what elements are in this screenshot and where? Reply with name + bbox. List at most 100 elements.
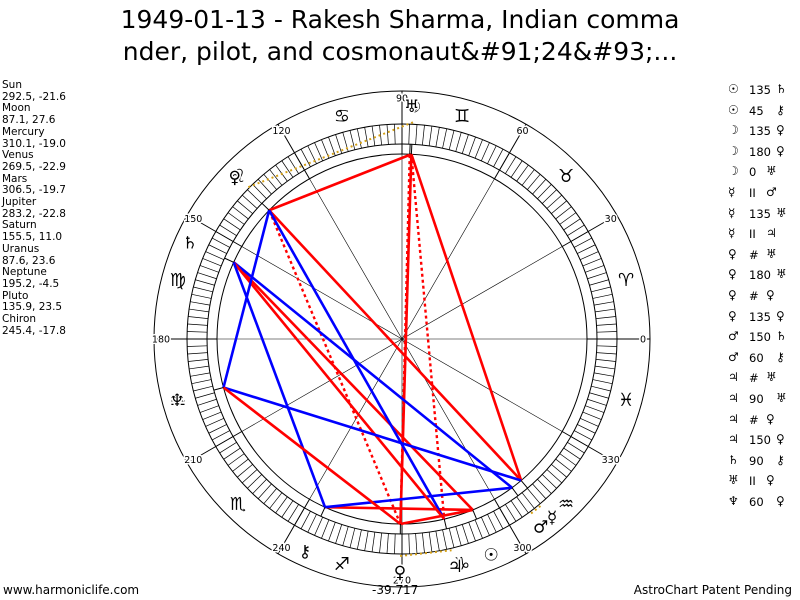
planet-position: 155.5, 11.0 [2, 231, 63, 244]
body-tick [213, 387, 224, 391]
degree-tick [595, 359, 616, 362]
aspect-angle: 135 [749, 124, 771, 139]
mars-icon: ♂ [533, 517, 548, 537]
degree-tick [227, 212, 245, 225]
aspect-row: ♀ 180 ♅ [728, 265, 800, 286]
planet-position: 195.2, -4.5 [2, 277, 60, 290]
degree-tick [546, 194, 563, 209]
body-tick [224, 257, 234, 263]
degree-label: 270 [393, 576, 411, 587]
division-line [494, 123, 527, 180]
aspect-line [232, 261, 327, 508]
division-line [494, 498, 527, 555]
degree-tick [521, 492, 535, 509]
degree-label: 0 [640, 335, 646, 346]
aspect-body2-glyph: ♀ [766, 411, 775, 426]
degree-tick [328, 136, 336, 156]
aspect-row: ♂ 60 ⚷ [728, 348, 800, 369]
pisces-icon: ♓ [618, 390, 634, 411]
footer-site-link[interactable]: www.harmoniclife.com [3, 583, 140, 597]
aspect-angle: 180 [749, 268, 771, 283]
aspect-body2-glyph: ♀ [776, 493, 785, 508]
degree-tick [263, 488, 277, 504]
spoke-line [309, 338, 403, 500]
degree-tick [551, 464, 567, 478]
capricorn-icon: ♑ [454, 554, 470, 575]
aspect-body2-glyph: ♅ [766, 370, 777, 385]
degree-tick [300, 149, 311, 167]
aspect-angle: # [749, 412, 759, 427]
aspect-body2-glyph: ⚷ [776, 349, 785, 364]
degree-tick [371, 126, 376, 146]
aspect-body2-glyph: ♀ [776, 143, 785, 158]
aspect-row: ♅ II ♀ [728, 471, 800, 492]
aspect-line [232, 261, 513, 489]
degree-tick [487, 145, 497, 164]
sagittarius-icon: ♐ [334, 554, 350, 575]
planet-name: Saturn [2, 219, 37, 232]
aspect-body1-glyph: ♃ [728, 370, 739, 385]
aspect-row: ☿ II ♂ [728, 183, 800, 204]
aspect-angle: II [749, 185, 756, 200]
aspect-angle: 135 [749, 309, 771, 324]
degree-tick [596, 345, 617, 347]
planet-position: 135.9, 23.5 [2, 301, 63, 314]
division-line [186, 431, 243, 464]
aspect-line [232, 261, 446, 520]
degree-tick [208, 424, 227, 434]
chart-title-line1: 1949-01-13 - Rakesh Sharma, Indian comma [120, 5, 680, 34]
degree-tick [202, 411, 222, 420]
degree-tick [356, 128, 362, 149]
degree-tick [241, 469, 258, 484]
planet-name: Jupiter [2, 196, 37, 209]
aspect-body2-glyph: ♅ [766, 164, 777, 179]
planet-position: 269.5, -22.9 [2, 160, 66, 173]
aspect-row: ☽ 180 ♀ [728, 142, 800, 163]
degree-tick [435, 127, 440, 148]
degree-tick [587, 272, 607, 280]
division-line [561, 214, 618, 247]
uranus-icon: ♅ [404, 97, 419, 117]
degree-tick [595, 308, 615, 313]
degree-tick [461, 134, 469, 154]
degree-tick [559, 212, 577, 225]
scorpio-icon: ♏ [230, 494, 246, 515]
degree-tick [257, 178, 272, 195]
planet-position: 306.5, -19.7 [2, 184, 66, 197]
aspect-row: ♆ 60 ♀ [728, 492, 800, 513]
footer-center-value: -39.717 [372, 583, 419, 597]
aspect-line [410, 153, 523, 481]
degree-tick [227, 453, 245, 466]
degree-tick [505, 504, 517, 522]
degree-tick [408, 533, 410, 554]
division-line [186, 214, 243, 247]
degree-tick [574, 430, 592, 441]
aquarius-icon: ♒ [558, 494, 574, 515]
conjunction-line [245, 121, 414, 189]
degree-tick [321, 519, 330, 539]
gemini-icon: ♊ [454, 106, 470, 127]
aspect-angle: 90 [749, 391, 764, 406]
degree-tick [422, 125, 425, 146]
aspect-row: ♃ 90 ♅ [728, 389, 800, 410]
degree-tick [212, 237, 230, 248]
planet-position: 283.2, -22.8 [2, 207, 66, 220]
degree-tick [428, 126, 433, 146]
degree-tick [582, 411, 602, 420]
body-tick [443, 518, 448, 529]
degree-tick [364, 530, 369, 551]
division-line [277, 498, 310, 555]
planet-name: Chiron [2, 313, 37, 326]
aspect-angle: 135 [749, 83, 771, 97]
degree-tick [237, 464, 253, 478]
degree-tick [579, 417, 599, 427]
aspect-line [399, 154, 411, 525]
planet-position-list: Sun 292.5, -21.6 Moon 87.1, 27.6 Mercury 310.… [2, 79, 66, 337]
degree-label: 240 [272, 543, 290, 554]
degree-tick [205, 417, 225, 427]
aspect-line [268, 209, 523, 482]
degree-tick [537, 184, 552, 199]
aspect-line [268, 153, 412, 212]
chart-title-line2: nder, pilot, and cosmonaut&#91;24&#93;..… [122, 37, 678, 66]
degree-tick [493, 149, 504, 167]
